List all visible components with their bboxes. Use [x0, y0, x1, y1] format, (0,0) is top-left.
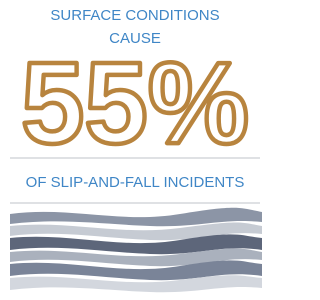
waves — [10, 208, 262, 293]
infographic: SURFACE CONDITIONS CAUSE 55% OF SLIP-AND… — [0, 0, 270, 300]
header-line: SURFACE CONDITIONS — [50, 7, 219, 24]
footer-text: OF SLIP-AND-FALL INCIDENTS — [26, 174, 245, 191]
statistic: 55% — [21, 38, 249, 168]
